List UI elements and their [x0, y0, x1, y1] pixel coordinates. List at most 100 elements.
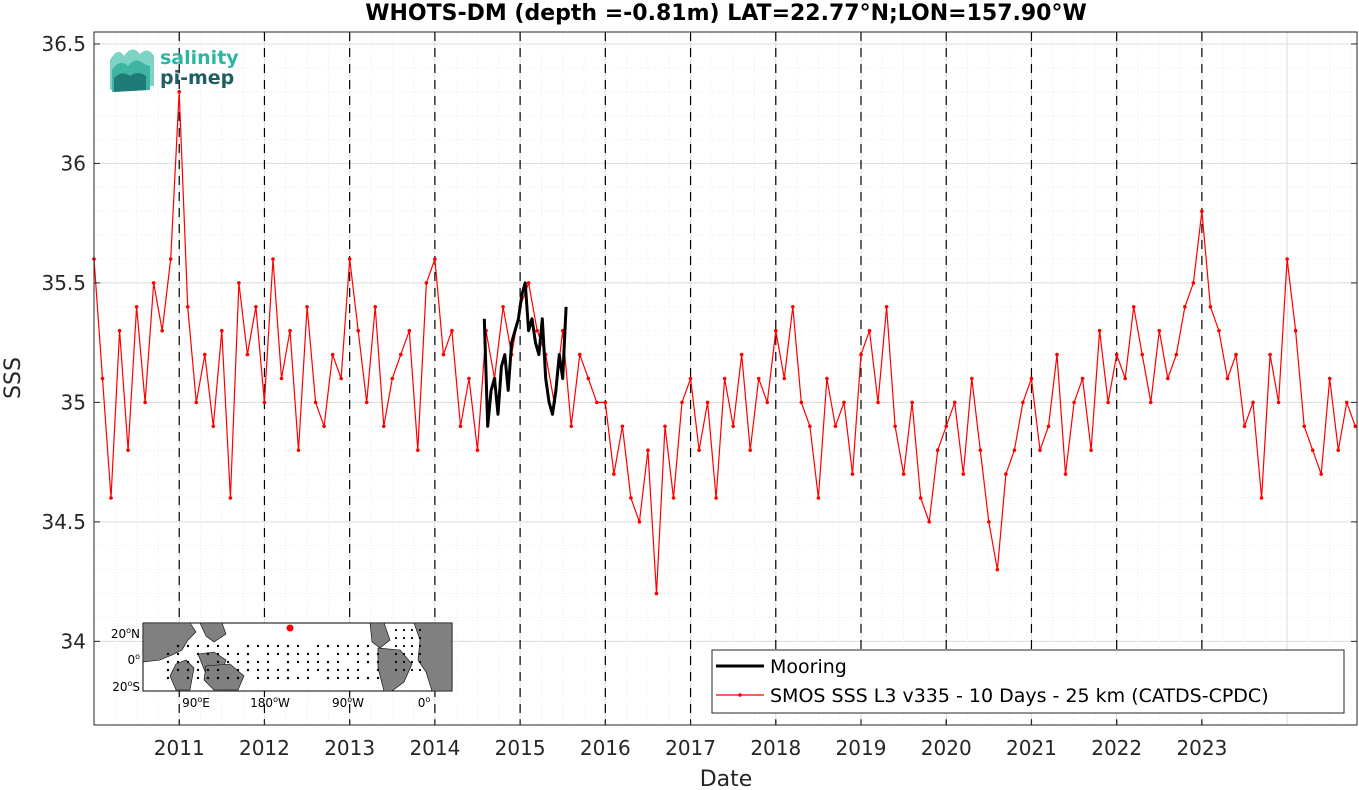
mooring-dot — [226, 660, 230, 664]
data-point — [935, 448, 940, 452]
data-point — [109, 496, 113, 500]
data-point — [1021, 400, 1025, 405]
mooring-dot — [206, 652, 210, 656]
inset-map-land — [142, 622, 453, 692]
mooring-dot — [256, 668, 260, 672]
data-point — [194, 400, 199, 405]
data-point — [1097, 328, 1102, 333]
mooring-dot — [402, 636, 406, 640]
mooring-dot — [326, 676, 330, 680]
mooring-dot — [266, 676, 270, 680]
data-point — [833, 424, 838, 429]
data-point — [654, 591, 659, 596]
data-point — [1166, 376, 1170, 381]
data-point — [279, 376, 284, 381]
legend: Mooring SMOS SSS L3 v335 - 10 Days - 25 … — [711, 649, 1345, 714]
mooring-dot — [246, 644, 250, 648]
mooring-dot — [186, 644, 190, 648]
y-axis-label: SSS — [1, 357, 26, 399]
data-point — [126, 448, 130, 452]
data-point — [1157, 328, 1162, 333]
x-tick-label: 2011 — [154, 736, 205, 760]
mooring-dot — [236, 668, 240, 672]
x-tick-label: 2021 — [1006, 736, 1057, 760]
data-point — [663, 424, 667, 429]
mooring-dot — [306, 652, 310, 656]
data-point — [1276, 400, 1281, 405]
mooring-dot — [296, 644, 300, 648]
data-point — [1174, 352, 1179, 357]
data-point — [364, 400, 369, 405]
x-tick-label: 2023 — [1176, 736, 1227, 760]
data-point — [867, 328, 872, 333]
data-point — [688, 376, 693, 381]
mooring-dot — [166, 676, 170, 680]
data-point — [407, 328, 412, 333]
mooring-dot — [266, 652, 270, 656]
data-point — [808, 424, 812, 429]
mooring-dot — [326, 668, 330, 672]
data-point — [1123, 376, 1127, 381]
data-point — [646, 448, 650, 452]
land-mass — [142, 622, 197, 663]
inset-map: 90oE 180oW 90oW 0o 20oN 0o 20oS — [111, 622, 453, 710]
data-point — [910, 400, 914, 405]
data-point — [271, 257, 275, 261]
mooring-dot — [286, 644, 290, 648]
data-point — [680, 400, 684, 405]
mooring-dot — [326, 660, 330, 664]
mooring-dot — [196, 668, 200, 672]
data-point — [765, 400, 770, 405]
data-point — [1217, 328, 1221, 333]
data-point — [842, 400, 846, 405]
data-point — [595, 400, 599, 405]
data-point — [185, 305, 190, 309]
mooring-dot — [316, 644, 320, 648]
data-point — [1225, 376, 1230, 381]
data-point — [399, 352, 403, 357]
data-point — [1055, 352, 1059, 357]
x-tick-label: 2015 — [495, 736, 546, 760]
legend-box — [711, 649, 1345, 714]
mooring-dot — [402, 652, 406, 656]
mooring-dot — [336, 676, 340, 680]
mooring-dot — [336, 652, 340, 656]
data-point — [1344, 400, 1349, 405]
plot-frame — [93, 31, 1358, 726]
mooring-dot — [286, 668, 290, 672]
inset-map-site-marker — [286, 624, 294, 632]
mooring-dot — [418, 628, 422, 632]
salinity-pi-mep-logo: salinity pi-mep — [110, 47, 239, 92]
mooring-dot — [402, 660, 406, 664]
data-point — [1285, 257, 1289, 261]
mooring-dot — [176, 644, 180, 648]
data-point — [1063, 472, 1068, 476]
y-tick-label: 35 — [61, 390, 86, 414]
x-ticks: 2011 2012 2013 2014 2015 2016 2017 2018 2019 2020… — [154, 719, 1227, 760]
mooring-dot — [296, 676, 300, 680]
mooring-dot — [176, 660, 180, 664]
data-point — [100, 376, 105, 381]
mooring-dot — [196, 644, 200, 648]
series-line — [93, 91, 1356, 595]
data-point — [305, 305, 309, 309]
mooring-dot — [236, 652, 240, 656]
data-point — [424, 281, 429, 285]
land-mass — [369, 622, 391, 649]
data-point — [1131, 305, 1136, 309]
mooring-dot — [306, 668, 310, 672]
data-point — [825, 376, 829, 381]
mooring-dot — [266, 668, 270, 672]
data-point — [1114, 352, 1119, 357]
series-smos — [92, 89, 1358, 596]
data-point — [330, 352, 335, 357]
mooring-dot — [276, 676, 280, 680]
mooring-dot — [376, 676, 380, 680]
data-point — [1336, 448, 1341, 452]
data-point — [1234, 352, 1238, 357]
mooring-dot — [366, 652, 370, 656]
data-point — [1106, 400, 1110, 405]
mooring-dot — [226, 676, 230, 680]
data-point — [987, 520, 991, 524]
mooring-dot — [306, 676, 310, 680]
